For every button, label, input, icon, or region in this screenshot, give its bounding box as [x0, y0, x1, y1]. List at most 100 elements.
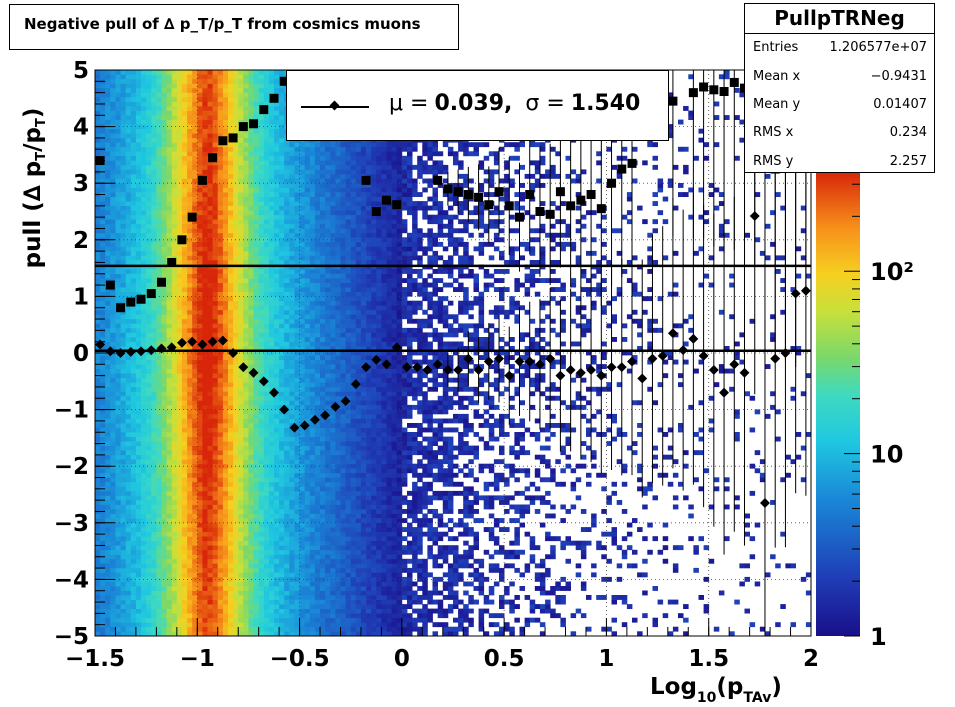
heatmap-cell: [95, 187, 101, 193]
heatmap-cell: [125, 549, 132, 555]
heatmap-cell: [248, 173, 254, 179]
heatmap-cell: [289, 228, 295, 234]
heatmap-cell: [274, 626, 280, 632]
heatmap-cell: [110, 413, 116, 419]
heatmap-cell: [105, 450, 111, 456]
heatmap-cell: [192, 201, 198, 206]
heatmap-cell: [187, 445, 193, 451]
heatmap-cell: [141, 250, 147, 256]
heatmap-cell: [171, 413, 178, 419]
heatmap-cell: [228, 260, 234, 265]
heatmap-cell: [135, 545, 142, 551]
heatmap-cell: [181, 273, 188, 279]
heatmap-cell: [95, 545, 101, 551]
heatmap-cell: [243, 133, 249, 139]
heatmap-cell: [171, 500, 178, 505]
heatmap-cell: [110, 432, 116, 437]
heatmap-cell: [95, 269, 101, 274]
heatmap-cell: [115, 436, 121, 442]
heatmap-cell: [156, 504, 162, 510]
heatmap-cell: [294, 423, 300, 428]
heatmap-cell: [176, 246, 183, 252]
heatmap-cell: [105, 273, 111, 279]
heatmap-cell: [187, 205, 193, 211]
heatmap-cell: [289, 323, 295, 329]
heatmap-cell: [202, 613, 208, 619]
heatmap-cell: [130, 291, 137, 297]
heatmap-cell: [187, 626, 193, 632]
heatmap-cell: [171, 337, 178, 342]
heatmap-cell: [151, 432, 157, 437]
heatmap-cell: [187, 300, 193, 306]
heatmap-cell: [187, 454, 193, 460]
heatmap-cell: [217, 599, 224, 605]
heatmap-cell: [181, 124, 188, 129]
heatmap-cell: [141, 364, 147, 369]
heatmap-cell: [217, 626, 224, 632]
heatmap-cell: [171, 97, 178, 102]
heatmap-cell: [110, 228, 116, 234]
heatmap-cell: [166, 386, 173, 392]
heatmap-cell: [279, 486, 285, 492]
heatmap-cell: [202, 490, 208, 496]
heatmap-cell: [238, 346, 244, 351]
heatmap-cell: [197, 382, 203, 388]
heatmap-cell: [135, 232, 142, 238]
heatmap-cell: [289, 450, 295, 456]
heatmap-cell: [197, 287, 203, 292]
heatmap-cell: [95, 445, 101, 451]
heatmap-cell: [110, 278, 116, 283]
heatmap-cell: [274, 359, 280, 365]
heatmap-cell: [176, 223, 183, 229]
heatmap-cell: [110, 622, 116, 628]
heatmap-cell: [238, 450, 244, 456]
heatmap-cell: [176, 518, 183, 523]
heatmap-cell: [181, 291, 188, 297]
heatmap-cell: [120, 599, 127, 605]
heatmap-cell: [268, 395, 275, 401]
heatmap-cell: [284, 604, 290, 609]
heatmap-cell: [243, 509, 249, 514]
heatmap-cell: [135, 223, 142, 229]
heatmap-cell: [161, 608, 167, 614]
heatmap-cell: [207, 368, 213, 374]
heatmap-cell: [228, 291, 234, 297]
heatmap-cell: [289, 445, 295, 451]
heatmap-cell: [243, 432, 249, 437]
heatmap-cell: [187, 305, 193, 311]
heatmap-cell: [120, 536, 127, 542]
heatmap-cell: [192, 269, 198, 274]
heatmap-cell: [100, 386, 106, 392]
heatmap-cell: [161, 413, 167, 419]
heatmap-cell: [263, 423, 270, 428]
heatmap-cell: [125, 613, 132, 619]
heatmap-cell: [151, 137, 157, 143]
heatmap-cell: [217, 101, 224, 107]
heatmap-cell: [274, 201, 280, 206]
heatmap-cell: [181, 626, 188, 632]
heatmap-cell: [166, 124, 173, 129]
heatmap-cell: [197, 518, 203, 523]
heatmap-cell: [253, 595, 259, 600]
heatmap-cell: [146, 87, 152, 93]
heatmap-cell: [197, 527, 203, 532]
heatmap-cell: [263, 631, 270, 636]
heatmap-cell: [100, 626, 106, 632]
heatmap-cell: [222, 237, 229, 243]
heatmap-cell: [228, 296, 234, 302]
heatmap-cell: [274, 572, 280, 578]
heatmap-cell: [263, 386, 270, 392]
heatmap-cell: [151, 373, 157, 379]
heatmap-cell: [222, 518, 229, 523]
heatmap-cell: [171, 219, 178, 225]
heatmap-cell: [146, 617, 152, 623]
heatmap-cell: [197, 196, 203, 202]
heatmap-cell: [110, 232, 116, 238]
heatmap-cell: [217, 196, 224, 202]
heatmap-cell: [233, 300, 239, 306]
heatmap-cell: [166, 178, 173, 184]
heatmap-cell: [130, 395, 137, 401]
heatmap-cell: [279, 327, 285, 333]
heatmap-cell: [120, 518, 127, 523]
heatmap-cell: [105, 255, 111, 261]
